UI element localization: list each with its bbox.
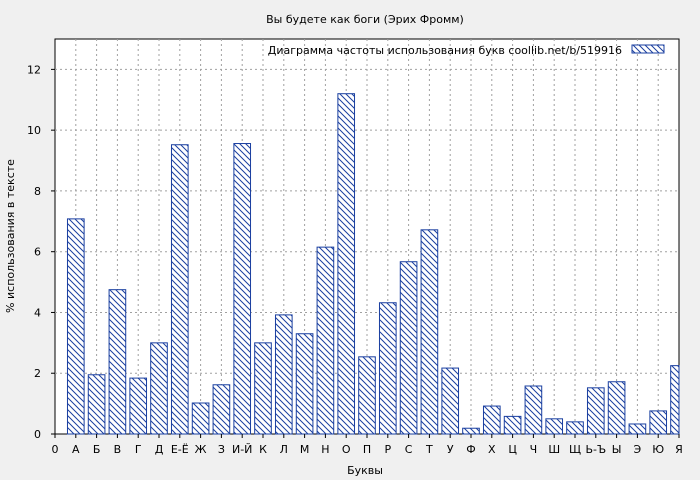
- x-tick-label: З: [218, 443, 225, 456]
- x-tick-label: Ь-Ъ: [585, 443, 606, 456]
- bar-Б: [87, 374, 106, 435]
- y-tick-label: 0: [34, 428, 41, 441]
- x-tick-label: Р: [384, 443, 391, 456]
- bar-А: [66, 218, 85, 435]
- bar-Ж: [191, 402, 210, 435]
- grid-lines: [55, 39, 679, 434]
- x-tick-label: Ф: [466, 443, 475, 456]
- legend: Диаграмма частоты использования букв coo…: [268, 44, 665, 57]
- bar-М: [295, 333, 314, 435]
- x-tick-label: Л: [280, 443, 288, 456]
- x-tick-label: К: [259, 443, 267, 456]
- bar-Т: [420, 229, 439, 435]
- y-tick-label: 8: [34, 185, 41, 198]
- x-tick-label: 0: [52, 443, 59, 456]
- bar-С: [399, 261, 418, 435]
- x-tick-label: С: [405, 443, 413, 456]
- bar-Ц: [503, 415, 522, 435]
- bar-В: [108, 289, 127, 435]
- x-tick-label: И-Й: [232, 443, 252, 456]
- x-tick-label: Ы: [612, 443, 622, 456]
- x-tick-label: Ю: [652, 443, 664, 456]
- x-tick-label: Х: [488, 443, 496, 456]
- x-tick-label: Ч: [530, 443, 538, 456]
- bars: [66, 93, 680, 435]
- x-axis-label: Буквы: [347, 464, 383, 477]
- bar-П: [358, 356, 376, 435]
- x-tick-label: П: [363, 443, 371, 456]
- legend-swatch: [631, 44, 665, 54]
- bar-Х: [482, 405, 501, 435]
- bar-Л: [274, 314, 293, 435]
- x-tick-label: Щ: [569, 443, 581, 456]
- x-tick-label: Э: [634, 443, 642, 456]
- x-tick-label: Г: [135, 443, 142, 456]
- x-tick-label: А: [72, 443, 80, 456]
- x-tick-label: Я: [675, 443, 683, 456]
- bar-О: [337, 93, 356, 435]
- bar-К: [254, 342, 272, 435]
- chart-title: Вы будете как боги (Эрих Фромм): [266, 13, 464, 26]
- x-tick-label: О: [342, 443, 351, 456]
- bar-Ь-Ъ: [586, 387, 605, 435]
- y-tick-label: 10: [27, 124, 41, 137]
- x-tick-label: Д: [155, 443, 164, 456]
- x-tick-label: Е-Ё: [171, 443, 189, 456]
- x-tick-label: Ж: [195, 443, 207, 456]
- y-tick-label: 12: [27, 63, 41, 76]
- bar-Ы: [607, 381, 626, 435]
- bar-Я: [670, 365, 680, 435]
- bar-Д: [150, 342, 168, 435]
- bar-Ф: [462, 427, 480, 435]
- x-tick-label: Т: [425, 443, 433, 456]
- x-tick-label: Б: [93, 443, 101, 456]
- bar-У: [441, 367, 460, 435]
- bar-Э: [628, 423, 647, 435]
- y-tick-label: 6: [34, 246, 41, 259]
- bar-Ш: [545, 418, 564, 435]
- x-tick-label: М: [300, 443, 310, 456]
- bar-И-Й: [233, 143, 252, 435]
- bar-Щ: [566, 421, 584, 435]
- x-tick-label: Ц: [508, 443, 517, 456]
- y-tick-label: 4: [34, 306, 41, 319]
- bar-Е-Ё: [170, 144, 189, 435]
- y-tick-label: 2: [34, 367, 41, 380]
- bar-Г: [129, 377, 148, 435]
- bar-З: [212, 384, 231, 435]
- x-tick-label: Ш: [548, 443, 560, 456]
- x-tick-label: В: [114, 443, 122, 456]
- bar-Р: [378, 302, 397, 435]
- y-axis-ticks: 0 2 4 6 8 10 12: [27, 63, 55, 441]
- x-tick-label: Н: [321, 443, 329, 456]
- x-tick-label: У: [447, 443, 454, 456]
- bar-Н: [316, 246, 335, 435]
- x-axis-ticks: 0 А Б В Г Д Е-Ё Ж З И-Й К Л М Н О П Р С Т У Ф Х Ц Ч Ш Щ Ь-Ъ Ы Э Ю Я: [52, 434, 683, 456]
- legend-label: Диаграмма частоты использования букв coo…: [268, 44, 622, 57]
- bar-Ч: [524, 385, 543, 435]
- y-axis-label: % использования в тексте: [4, 159, 17, 313]
- bar-Ю: [649, 410, 668, 435]
